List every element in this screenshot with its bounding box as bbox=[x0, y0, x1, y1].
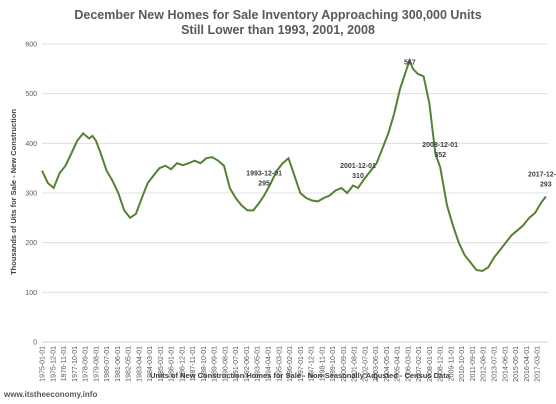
chart-subtitle: Still Lower than 1993, 2001, 2008 bbox=[181, 23, 375, 37]
x-tick-label: 1997-01-01 bbox=[298, 346, 305, 382]
y-tick-label: 600 bbox=[25, 42, 37, 49]
x-tick-label: 1995-03-01 bbox=[276, 346, 283, 382]
x-tick-label: 1993-05-01 bbox=[255, 346, 262, 382]
x-tick-label: 1979-08-01 bbox=[93, 346, 100, 382]
x-tick-label: 1999-10-01 bbox=[330, 346, 337, 382]
x-tick-label: 1998-11-01 bbox=[319, 346, 326, 381]
annotation-value: 293 bbox=[540, 181, 552, 188]
x-tick-label: 1984-03-01 bbox=[147, 346, 154, 382]
y-tick-label: 300 bbox=[25, 191, 37, 198]
x-tick-label: 2000-09-01 bbox=[341, 346, 348, 382]
x-tick-label: 1978-09-01 bbox=[83, 346, 90, 382]
y-tick-label: 200 bbox=[25, 240, 37, 247]
x-tick-label: 2002-07-01 bbox=[362, 346, 369, 382]
annotation-date: 1993-12-01 bbox=[246, 170, 282, 177]
x-tick-label: 2014-06-01 bbox=[502, 346, 509, 382]
x-axis-label: Units of New Construction Homes for Sale… bbox=[150, 371, 451, 380]
y-tick-label: 500 bbox=[25, 91, 37, 98]
x-tick-label: 2013-07-01 bbox=[491, 346, 498, 382]
y-axis-ticks: 0 100 200 300 400 500 600 bbox=[25, 42, 37, 347]
x-axis-ticks: 1975-01-01 1975-12-01 1976-11-01 1977-10-01… bbox=[40, 346, 542, 382]
y-axis-label: Thousands of Uits for Sale - New Constru… bbox=[9, 109, 18, 275]
y-tick-label: 400 bbox=[25, 141, 37, 148]
x-tick-label: 2007-02-01 bbox=[416, 346, 423, 382]
x-tick-label: 1989-09-01 bbox=[212, 346, 219, 382]
annotation-value: 352 bbox=[434, 152, 446, 159]
x-tick-label: 1975-01-01 bbox=[40, 346, 47, 382]
x-tick-label: 2009-11-01 bbox=[448, 346, 455, 381]
x-tick-label: 2004-05-01 bbox=[384, 346, 391, 382]
y-tick-label: 100 bbox=[25, 290, 37, 297]
x-tick-label: 2010-10-01 bbox=[459, 346, 466, 382]
annotation-value: 567 bbox=[404, 59, 416, 66]
annotation-date: 2017-12-01 bbox=[528, 171, 556, 178]
chart-title: December New Homes for Sale Inventory Ap… bbox=[74, 8, 482, 22]
x-tick-label: 2017-03-01 bbox=[535, 346, 542, 382]
annotation-value: 295 bbox=[258, 180, 270, 187]
x-tick-label: 1990-08-01 bbox=[222, 346, 229, 382]
x-tick-label: 1994-04-01 bbox=[265, 346, 272, 382]
x-tick-label: 1980-07-01 bbox=[104, 346, 111, 382]
footer-url: www.itstheeconomy.info bbox=[4, 390, 98, 399]
inventory-series-line bbox=[41, 57, 547, 273]
x-tick-label: 1992-06-01 bbox=[244, 346, 251, 382]
x-tick-label: 2012-08-01 bbox=[481, 346, 488, 382]
x-tick-label: 1996-02-01 bbox=[287, 346, 294, 382]
x-tick-label: 1987-11-01 bbox=[190, 346, 197, 381]
x-tick-label: 2005-04-01 bbox=[395, 346, 402, 382]
x-tick-label: 2006-03-01 bbox=[405, 346, 412, 382]
x-tick-label: 1991-07-01 bbox=[233, 346, 240, 382]
annotation-value: 310 bbox=[352, 173, 364, 180]
gridlines bbox=[42, 43, 548, 343]
x-tick-label: 2003-06-01 bbox=[373, 346, 380, 382]
annotation-date: 2008-12-01 bbox=[422, 142, 458, 149]
x-tick-label: 1986-01-01 bbox=[169, 346, 176, 382]
y-tick-label: 0 bbox=[33, 340, 37, 347]
x-tick-label: 1986-12-01 bbox=[179, 346, 186, 382]
x-tick-label: 1977-10-01 bbox=[72, 346, 79, 382]
x-tick-label: 1975-12-01 bbox=[50, 346, 57, 382]
x-tick-label: 1988-10-01 bbox=[201, 346, 208, 382]
x-tick-label: 1982-05-01 bbox=[126, 346, 133, 382]
x-tick-label: 1997-12-01 bbox=[309, 346, 316, 382]
x-tick-label: 2011-09-01 bbox=[470, 346, 477, 381]
x-tick-label: 1985-02-01 bbox=[158, 346, 165, 382]
x-tick-label: 1981-06-01 bbox=[115, 346, 122, 382]
x-tick-label: 2001-08-01 bbox=[352, 346, 359, 382]
x-tick-label: 1983-04-01 bbox=[136, 346, 143, 382]
x-tick-label: 1976-11-01 bbox=[61, 346, 68, 381]
chart-annotations: 1993-12-01 295 2001-12-01 310 567 2008-12-01 3… bbox=[246, 59, 556, 188]
annotation-date: 2001-12-01 bbox=[340, 163, 376, 170]
x-tick-label: 2008-12-01 bbox=[438, 346, 445, 382]
x-tick-label: 2015-05-01 bbox=[513, 346, 520, 382]
x-tick-label: 2016-04-01 bbox=[524, 346, 531, 382]
x-tick-label: 2008-01-01 bbox=[427, 346, 434, 382]
